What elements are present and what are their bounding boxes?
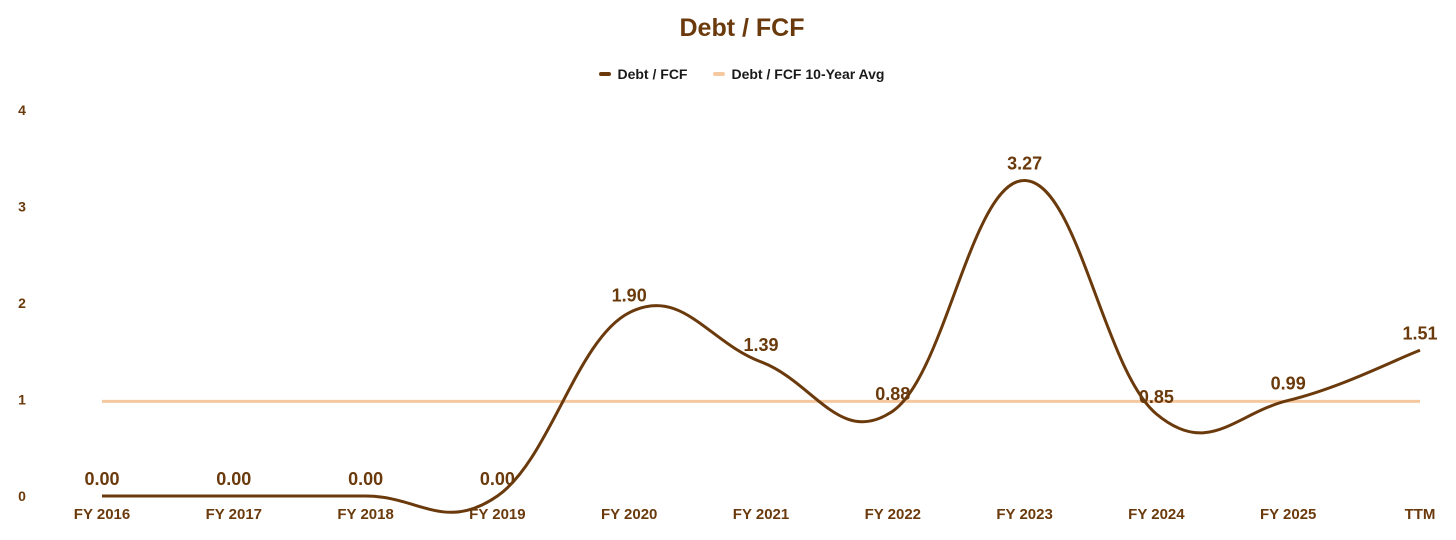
legend-item-debt-fcf[interactable]: Debt / FCF bbox=[599, 66, 687, 82]
data-label: 1.51 bbox=[1402, 323, 1437, 343]
data-label: 1.90 bbox=[612, 286, 647, 306]
x-tick-label: FY 2020 bbox=[601, 506, 657, 523]
data-label: 0.00 bbox=[216, 469, 251, 489]
x-tick-label: FY 2018 bbox=[337, 506, 393, 523]
data-label: 0.85 bbox=[1139, 387, 1174, 407]
y-axis: 0 1 2 3 4 bbox=[18, 102, 26, 504]
data-label: 0.00 bbox=[348, 469, 383, 489]
chart-title: Debt / FCF bbox=[679, 14, 805, 42]
x-tick-label: FY 2019 bbox=[469, 506, 525, 523]
data-labels: 0.00 0.00 0.00 0.00 1.90 1.39 0.88 3.27 0.85 0.99… bbox=[84, 153, 1437, 489]
data-label: 3.27 bbox=[1007, 153, 1042, 173]
legend-swatch-debt-fcf bbox=[599, 72, 612, 76]
debt-fcf-line bbox=[102, 178, 1421, 514]
y-tick-label: 3 bbox=[18, 199, 26, 215]
x-tick-label: FY 2022 bbox=[865, 506, 921, 523]
y-tick-label: 2 bbox=[18, 295, 26, 311]
y-tick-label: 4 bbox=[18, 102, 26, 118]
x-tick-label: FY 2021 bbox=[733, 506, 789, 523]
data-label: 0.88 bbox=[875, 384, 910, 404]
x-tick-label: TTM bbox=[1405, 506, 1436, 523]
data-label: 0.99 bbox=[1271, 373, 1306, 393]
x-tick-label: FY 2016 bbox=[74, 506, 130, 523]
y-tick-label: 0 bbox=[18, 488, 26, 504]
legend-label-debt-fcf: Debt / FCF bbox=[617, 66, 688, 82]
data-label: 0.00 bbox=[84, 469, 119, 489]
x-tick-label: FY 2024 bbox=[1128, 506, 1185, 523]
x-axis: FY 2016 FY 2017 FY 2018 FY 2019 FY 2020 FY 20… bbox=[74, 506, 1436, 523]
x-tick-label: FY 2025 bbox=[1260, 506, 1316, 523]
data-label: 0.00 bbox=[480, 469, 515, 489]
y-tick-label: 1 bbox=[18, 392, 26, 408]
legend-swatch-debt-fcf-avg bbox=[713, 72, 726, 76]
x-tick-label: FY 2023 bbox=[996, 506, 1052, 523]
data-label: 1.39 bbox=[743, 335, 778, 355]
chart-legend: Debt / FCF Debt / FCF 10-Year Avg bbox=[0, 66, 1456, 82]
legend-item-debt-fcf-avg[interactable]: Debt / FCF 10-Year Avg bbox=[713, 66, 885, 82]
x-tick-label: FY 2017 bbox=[206, 506, 262, 523]
debt-fcf-series-line bbox=[102, 178, 1421, 514]
legend-label-debt-fcf-avg: Debt / FCF 10-Year Avg bbox=[731, 66, 885, 82]
